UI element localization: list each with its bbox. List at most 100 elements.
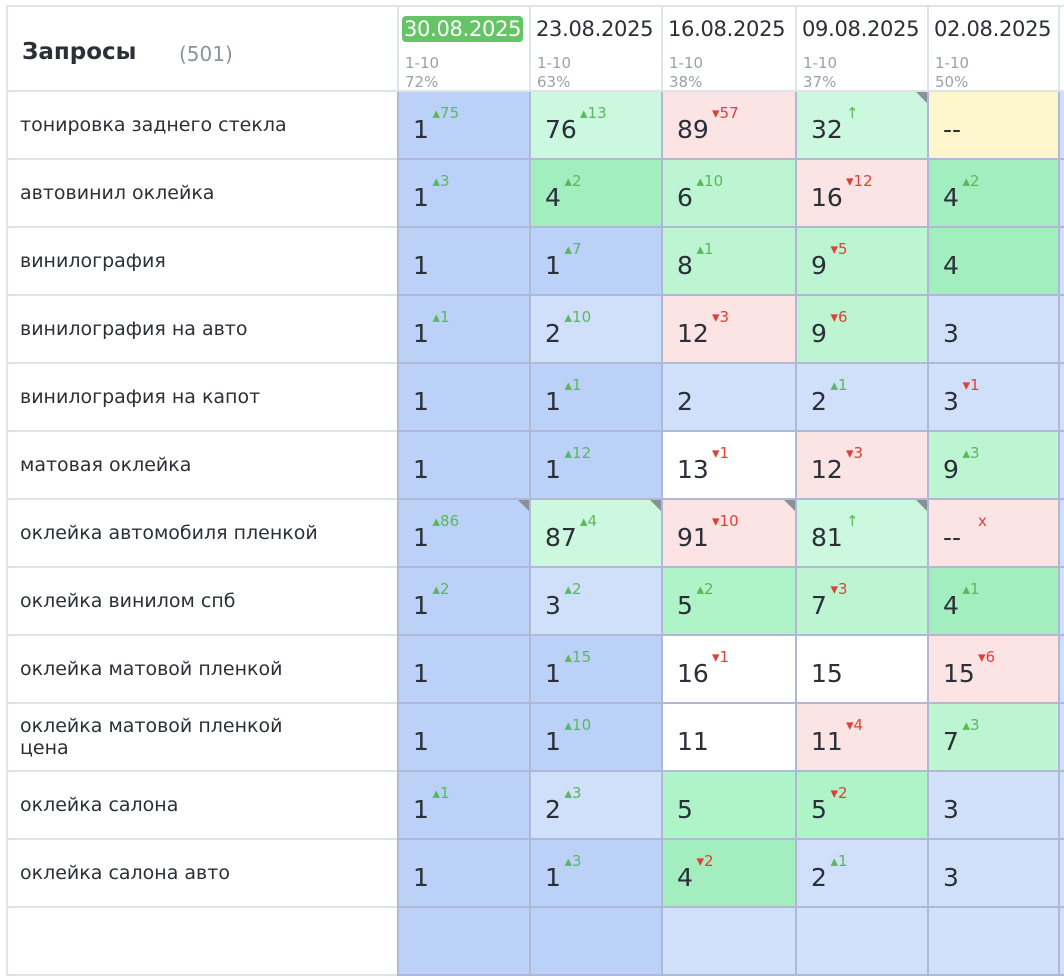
position-change: ▾5 bbox=[830, 240, 848, 258]
position-cell[interactable]: -- x bbox=[927, 500, 1058, 568]
query-label[interactable]: оклейка салона bbox=[6, 772, 397, 840]
position-cell[interactable]: 9 ▾5 bbox=[795, 228, 927, 296]
position-cell[interactable]: 1 ▴10 bbox=[529, 704, 661, 772]
position-cell[interactable]: 1 ▴3 bbox=[397, 160, 529, 228]
position-cell[interactable]: 9 ▾6 bbox=[795, 296, 927, 364]
position-cell[interactable]: 16 ▾12 bbox=[795, 160, 927, 228]
query-label[interactable]: матовая оклейка bbox=[6, 432, 397, 500]
position-cell[interactable]: 15 bbox=[795, 636, 927, 704]
position-cell[interactable]: 1 ▴86 bbox=[397, 500, 529, 568]
position-cell[interactable]: 1 ▴3 bbox=[529, 840, 661, 908]
position-cell[interactable]: 3 bbox=[927, 296, 1058, 364]
date-column-header[interactable]: 02.08.2025 1-10 50% bbox=[927, 5, 1058, 92]
note-corner-icon[interactable] bbox=[650, 500, 661, 511]
position-cell[interactable]: 1 bbox=[397, 704, 529, 772]
position-cell[interactable]: 4 ▴2 bbox=[529, 160, 661, 228]
position-cell[interactable]: 6 ▴10 bbox=[661, 160, 795, 228]
position-change: ▴10 bbox=[564, 716, 592, 734]
position-cell[interactable]: 5 ▾2 bbox=[795, 772, 927, 840]
position-value: 3 bbox=[943, 795, 959, 824]
position-cell[interactable]: 1 ▴1 bbox=[397, 296, 529, 364]
position-cell[interactable]: 1 ▴2 bbox=[397, 568, 529, 636]
position-cell[interactable]: 1 bbox=[397, 432, 529, 500]
position-cell[interactable]: 11 bbox=[661, 704, 795, 772]
note-corner-icon[interactable] bbox=[916, 92, 927, 103]
position-cell[interactable]: 7 ▴3 bbox=[927, 704, 1058, 772]
position-cell[interactable]: 1 bbox=[397, 228, 529, 296]
column-date[interactable]: 30.08.2025 bbox=[402, 16, 524, 42]
position-cell[interactable]: 91 ▾10 bbox=[661, 500, 795, 568]
position-cell[interactable]: 4 bbox=[927, 228, 1058, 296]
note-corner-icon[interactable] bbox=[916, 500, 927, 511]
column-date[interactable]: 23.08.2025 bbox=[536, 17, 654, 41]
query-label[interactable]: тонировка заднего стекла bbox=[6, 92, 397, 160]
position-cell[interactable]: 1 ▴75 bbox=[397, 92, 529, 160]
position-cell[interactable]: 2 ▴10 bbox=[529, 296, 661, 364]
position-cell[interactable]: 3 ▴2 bbox=[529, 568, 661, 636]
position-cell[interactable]: 9 ▴3 bbox=[927, 432, 1058, 500]
position-change: ▾57 bbox=[712, 104, 739, 122]
position-value: 12 bbox=[677, 319, 709, 348]
position-cell[interactable]: 4 ▴1 bbox=[927, 568, 1058, 636]
query-label[interactable]: винилография на авто bbox=[6, 296, 397, 364]
position-cell[interactable]: 87 ▴4 bbox=[529, 500, 661, 568]
position-change: ▾1 bbox=[712, 648, 730, 666]
date-column-header[interactable]: 16.08.2025 1-10 38% bbox=[661, 5, 795, 92]
position-change: ▴7 bbox=[564, 240, 582, 258]
position-cell[interactable]: 89 ▾57 bbox=[661, 92, 795, 160]
position-cell[interactable]: 8 ▴1 bbox=[661, 228, 795, 296]
query-label[interactable]: автовинил оклейка bbox=[6, 160, 397, 228]
date-column-header[interactable]: 30.08.2025 1-10 72% bbox=[397, 5, 529, 92]
column-date[interactable]: 02.08.2025 bbox=[934, 17, 1052, 41]
query-label[interactable]: оклейка автомобиля пленкой bbox=[6, 500, 397, 568]
position-cell[interactable]: 12 ▾3 bbox=[661, 296, 795, 364]
query-label[interactable]: оклейка матовой пленкой bbox=[6, 636, 397, 704]
position-cell[interactable]: 2 ▴1 bbox=[795, 840, 927, 908]
position-cell[interactable]: 1 bbox=[397, 636, 529, 704]
position-value: 5 bbox=[677, 591, 693, 620]
position-cell[interactable]: 4 ▴2 bbox=[927, 160, 1058, 228]
position-cell[interactable]: 7 ▾3 bbox=[795, 568, 927, 636]
position-cell[interactable]: 2 bbox=[661, 364, 795, 432]
position-cell[interactable]: -- bbox=[927, 92, 1058, 160]
position-cell[interactable]: 5 ▴2 bbox=[661, 568, 795, 636]
position-cell[interactable]: 13 ▾1 bbox=[661, 432, 795, 500]
position-cell[interactable]: 5 bbox=[661, 772, 795, 840]
column-stats: 1-10 72% bbox=[405, 54, 439, 92]
query-label[interactable]: винилография на капот bbox=[6, 364, 397, 432]
position-cell[interactable]: 1 ▴12 bbox=[529, 432, 661, 500]
position-cell[interactable]: 3 bbox=[927, 840, 1058, 908]
column-stats: 1-10 50% bbox=[935, 54, 969, 92]
position-cell[interactable]: 4 ▾2 bbox=[661, 840, 795, 908]
position-cell[interactable]: 16 ▾1 bbox=[661, 636, 795, 704]
position-cell[interactable]: 76 ▴13 bbox=[529, 92, 661, 160]
position-cell[interactable]: 1 ▴15 bbox=[529, 636, 661, 704]
query-label[interactable]: оклейка салона авто bbox=[6, 840, 397, 908]
position-cell[interactable]: 32 ↑ bbox=[795, 92, 927, 160]
position-cell[interactable]: 1 bbox=[397, 364, 529, 432]
position-cell[interactable]: 1 ▴1 bbox=[397, 772, 529, 840]
position-change: ▴12 bbox=[564, 444, 592, 462]
position-cell[interactable]: 1 ▴7 bbox=[529, 228, 661, 296]
query-label[interactable]: оклейка матовой пленкой цена bbox=[6, 704, 397, 772]
position-value: 1 bbox=[545, 455, 561, 484]
position-cell[interactable]: 81 ↑ bbox=[795, 500, 927, 568]
note-corner-icon[interactable] bbox=[518, 500, 529, 511]
column-date[interactable]: 09.08.2025 bbox=[802, 17, 920, 41]
position-cell[interactable]: 15 ▾6 bbox=[927, 636, 1058, 704]
column-date[interactable]: 16.08.2025 bbox=[668, 17, 786, 41]
position-cell[interactable]: 2 ▴1 bbox=[795, 364, 927, 432]
query-label[interactable]: оклейка винилом спб bbox=[6, 568, 397, 636]
query-label[interactable]: винилография bbox=[6, 228, 397, 296]
position-cell[interactable]: 3 bbox=[927, 772, 1058, 840]
position-cell[interactable]: 11 ▾4 bbox=[795, 704, 927, 772]
note-corner-icon[interactable] bbox=[784, 500, 795, 511]
position-value: 12 bbox=[811, 455, 843, 484]
date-column-header[interactable]: 23.08.2025 1-10 63% bbox=[529, 5, 661, 92]
position-cell[interactable]: 1 ▴1 bbox=[529, 364, 661, 432]
date-column-header[interactable]: 09.08.2025 1-10 37% bbox=[795, 5, 927, 92]
position-cell[interactable]: 3 ▾1 bbox=[927, 364, 1058, 432]
position-cell[interactable]: 12 ▾3 bbox=[795, 432, 927, 500]
position-cell[interactable]: 1 bbox=[397, 840, 529, 908]
position-cell[interactable]: 2 ▴3 bbox=[529, 772, 661, 840]
